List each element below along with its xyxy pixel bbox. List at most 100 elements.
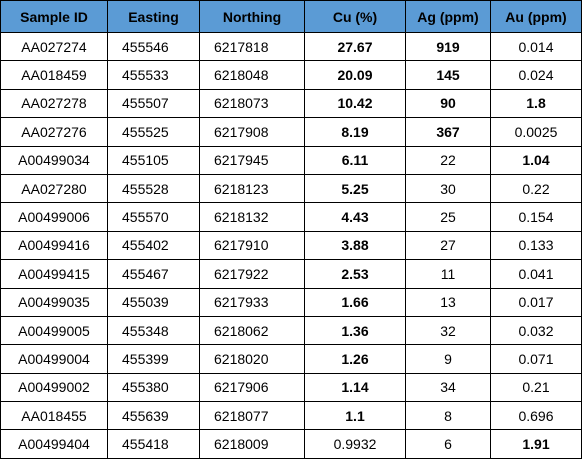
table-cell: 6217906 (199, 372, 305, 403)
table-cell: 0.071 (490, 344, 582, 374)
table-cell: 13 (405, 287, 491, 317)
table-cell: 25 (405, 202, 491, 232)
table-cell: AA027276 (0, 117, 108, 147)
table-cell: 6218062 (199, 315, 305, 346)
table-cell: 455639 (107, 401, 200, 431)
table-cell: 34 (405, 372, 491, 403)
table-cell: 20.09 (304, 60, 406, 90)
table-cell: 32 (405, 315, 491, 346)
table-cell: 0.041 (490, 259, 582, 289)
table-cell: 27 (405, 230, 491, 261)
header-cell: Au (ppm) (490, 0, 582, 33)
table-cell: 1.14 (304, 372, 406, 403)
table-cell: 1.36 (304, 315, 406, 346)
table-cell: A00499034 (0, 145, 108, 175)
table-cell: 6 (405, 429, 491, 459)
table-cell: 0.9932 (304, 429, 406, 459)
table-row: AA027276 455525 6217908 8.19 367 0.0025 (0, 117, 582, 147)
table-cell: 367 (405, 117, 491, 147)
table-row: A00499035 455039 6217933 1.66 13 0.017 (0, 287, 582, 317)
table-row: A00499034 455105 6217945 6.11 22 1.04 (0, 145, 582, 175)
table-cell: 1.26 (304, 344, 406, 374)
table-cell: 11 (405, 259, 491, 289)
table-cell: 0.22 (490, 173, 582, 204)
table-cell: 0.017 (490, 287, 582, 317)
table-cell: 455546 (107, 31, 200, 62)
table-cell: 0.696 (490, 401, 582, 431)
table-cell: 145 (405, 60, 491, 90)
table-cell: 1.1 (304, 401, 406, 431)
table-cell: 6218132 (199, 202, 305, 232)
table-cell: 455525 (107, 117, 200, 147)
table-cell: 6218009 (199, 429, 305, 459)
table-cell: 6218073 (199, 88, 305, 119)
table-cell: 455105 (107, 145, 200, 175)
table-row: A00499416 455402 6217910 3.88 27 0.133 (0, 230, 582, 261)
table-cell: AA027278 (0, 88, 108, 119)
table-cell: 455570 (107, 202, 200, 232)
table-cell: A00499002 (0, 372, 108, 403)
header-cell: Sample ID (0, 0, 108, 33)
table-row: AA018459 455533 6218048 20.09 145 0.024 (0, 60, 582, 90)
table-cell: 0.024 (490, 60, 582, 90)
table-cell: AA027274 (0, 31, 108, 62)
table-cell: A00499006 (0, 202, 108, 232)
table-cell: 455380 (107, 372, 200, 403)
header-row: Sample ID Easting Northing Cu (%) Ag (ppm) Au… (0, 0, 582, 33)
table-cell: 6218048 (199, 60, 305, 90)
table-row: AA027280 455528 6218123 5.25 30 0.22 (0, 173, 582, 204)
table-cell: 455402 (107, 230, 200, 261)
table-cell: 455528 (107, 173, 200, 204)
table-cell: 455399 (107, 344, 200, 374)
table-cell: 6218020 (199, 344, 305, 374)
table-cell: A00499004 (0, 344, 108, 374)
table-row: A00499004 455399 6218020 1.26 9 0.071 (0, 344, 582, 374)
header-cell: Ag (ppm) (405, 0, 491, 33)
table-cell: 2.53 (304, 259, 406, 289)
table-cell: 919 (405, 31, 491, 62)
table-cell: 0.014 (490, 31, 582, 62)
table-cell: 6217933 (199, 287, 305, 317)
table-row: AA027278 455507 6218073 10.42 90 1.8 (0, 88, 582, 119)
table-cell: 27.67 (304, 31, 406, 62)
table-cell: A00499404 (0, 429, 108, 459)
data-table: Sample ID Easting Northing Cu (%) Ag (ppm) Au… (0, 0, 582, 459)
table-cell: 5.25 (304, 173, 406, 204)
table-cell: 455348 (107, 315, 200, 346)
table-cell: 455418 (107, 429, 200, 459)
table-cell: 0.032 (490, 315, 582, 346)
header-cell: Cu (%) (304, 0, 406, 33)
table-cell: 30 (405, 173, 491, 204)
table-cell: A00499415 (0, 259, 108, 289)
table-row: A00499006 455570 6218132 4.43 25 0.154 (0, 202, 582, 232)
table-cell: 6217910 (199, 230, 305, 261)
table-cell: 0.133 (490, 230, 582, 261)
table-cell: 6218123 (199, 173, 305, 204)
table-cell: 455533 (107, 60, 200, 90)
table-cell: 0.21 (490, 372, 582, 403)
table-cell: A00499035 (0, 287, 108, 317)
table-cell: 455039 (107, 287, 200, 317)
table-cell: AA018459 (0, 60, 108, 90)
table-cell: 6217908 (199, 117, 305, 147)
table-cell: 9 (405, 344, 491, 374)
table-cell: 1.04 (490, 145, 582, 175)
table-cell: 6217818 (199, 31, 305, 62)
table-cell: 4.43 (304, 202, 406, 232)
table-row: A00499415 455467 6217922 2.53 11 0.041 (0, 259, 582, 289)
table-cell: AA027280 (0, 173, 108, 204)
table-cell: 1.91 (490, 429, 582, 459)
table-row: A00499005 455348 6218062 1.36 32 0.032 (0, 315, 582, 346)
header-cell: Easting (107, 0, 200, 33)
table-cell: 6218077 (199, 401, 305, 431)
table-cell: 8 (405, 401, 491, 431)
table-row: A00499002 455380 6217906 1.14 34 0.21 (0, 372, 582, 403)
table-body: AA027274 455546 6217818 27.67 919 0.014 AA0184… (0, 31, 582, 459)
table-cell: 1.8 (490, 88, 582, 119)
table-row: AA027274 455546 6217818 27.67 919 0.014 (0, 31, 582, 62)
table-cell: 6217922 (199, 259, 305, 289)
table-cell: 0.0025 (490, 117, 582, 147)
table-cell: A00499005 (0, 315, 108, 346)
table-cell: 6.11 (304, 145, 406, 175)
